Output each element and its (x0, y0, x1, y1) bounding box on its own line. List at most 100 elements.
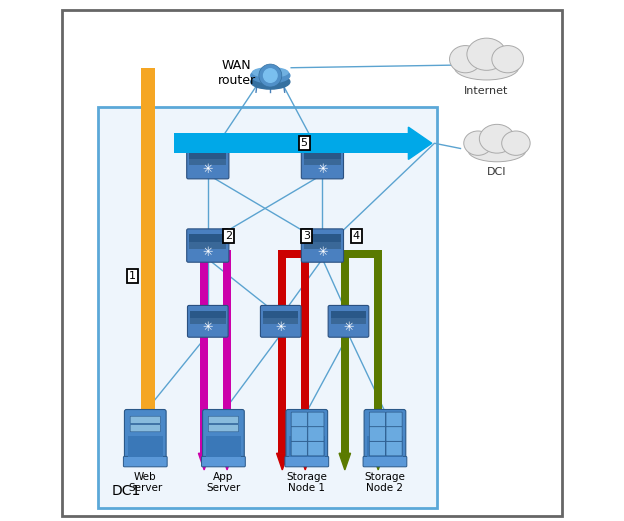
FancyBboxPatch shape (369, 427, 386, 441)
Text: 1: 1 (129, 271, 136, 281)
FancyBboxPatch shape (304, 159, 341, 166)
Text: ✳: ✳ (317, 163, 328, 176)
FancyBboxPatch shape (386, 412, 402, 427)
Bar (200, 250, 208, 453)
Text: DC1: DC1 (112, 483, 141, 498)
Text: Storage
Node 2: Storage Node 2 (364, 472, 406, 493)
FancyBboxPatch shape (304, 151, 341, 159)
FancyBboxPatch shape (369, 441, 386, 456)
FancyBboxPatch shape (263, 318, 298, 325)
FancyBboxPatch shape (187, 145, 229, 179)
Ellipse shape (251, 68, 290, 83)
Bar (140, 68, 155, 425)
Circle shape (263, 69, 277, 82)
Bar (301, 250, 310, 453)
Ellipse shape (502, 131, 530, 155)
Bar (99, 107, 437, 508)
Bar (174, 133, 411, 153)
Text: 3: 3 (303, 231, 310, 241)
FancyBboxPatch shape (189, 159, 227, 166)
FancyBboxPatch shape (308, 412, 324, 427)
FancyBboxPatch shape (364, 410, 406, 461)
FancyBboxPatch shape (203, 410, 244, 461)
Bar (223, 250, 232, 453)
FancyBboxPatch shape (304, 234, 341, 242)
Ellipse shape (468, 140, 526, 162)
Bar (374, 250, 383, 453)
Bar (278, 250, 286, 453)
Ellipse shape (454, 55, 519, 80)
Polygon shape (198, 453, 210, 470)
FancyBboxPatch shape (368, 437, 402, 457)
Text: ✳: ✳ (203, 246, 213, 259)
FancyBboxPatch shape (208, 416, 238, 424)
Text: ✳: ✳ (343, 321, 354, 334)
FancyBboxPatch shape (301, 145, 344, 179)
FancyBboxPatch shape (301, 229, 344, 262)
FancyBboxPatch shape (328, 305, 369, 337)
FancyBboxPatch shape (124, 410, 166, 461)
FancyBboxPatch shape (190, 311, 225, 318)
Text: 5: 5 (301, 138, 308, 148)
FancyBboxPatch shape (130, 416, 160, 424)
Text: ✳: ✳ (317, 246, 328, 259)
FancyBboxPatch shape (130, 425, 160, 432)
Text: 2: 2 (225, 231, 232, 241)
FancyBboxPatch shape (308, 441, 324, 456)
FancyBboxPatch shape (189, 234, 227, 242)
Text: Storage
Node 1: Storage Node 1 (286, 472, 327, 493)
FancyBboxPatch shape (124, 456, 167, 467)
Text: ✳: ✳ (203, 163, 213, 176)
Polygon shape (373, 453, 384, 470)
Polygon shape (408, 127, 432, 159)
FancyBboxPatch shape (331, 318, 366, 325)
FancyBboxPatch shape (291, 412, 307, 427)
FancyBboxPatch shape (263, 311, 298, 318)
FancyBboxPatch shape (369, 412, 386, 427)
FancyBboxPatch shape (260, 305, 301, 337)
Text: Internet: Internet (464, 86, 509, 96)
FancyBboxPatch shape (189, 151, 227, 159)
Polygon shape (222, 453, 233, 470)
Ellipse shape (251, 75, 290, 89)
FancyBboxPatch shape (127, 437, 163, 457)
Ellipse shape (479, 125, 515, 153)
Ellipse shape (492, 45, 524, 73)
Polygon shape (339, 453, 351, 470)
FancyBboxPatch shape (187, 229, 229, 262)
Bar (278, 250, 310, 258)
Bar (200, 250, 232, 258)
Bar (341, 250, 383, 258)
FancyBboxPatch shape (363, 456, 407, 467)
Polygon shape (300, 453, 311, 470)
Text: ✳: ✳ (203, 321, 213, 334)
FancyBboxPatch shape (202, 456, 245, 467)
FancyBboxPatch shape (289, 437, 324, 457)
FancyBboxPatch shape (189, 242, 227, 249)
FancyBboxPatch shape (208, 425, 238, 432)
FancyBboxPatch shape (206, 437, 241, 457)
Ellipse shape (253, 68, 288, 77)
Ellipse shape (467, 38, 506, 70)
Text: ✳: ✳ (275, 321, 286, 334)
FancyBboxPatch shape (285, 456, 329, 467)
FancyBboxPatch shape (386, 427, 402, 441)
Bar (341, 250, 349, 453)
FancyBboxPatch shape (291, 427, 307, 441)
FancyBboxPatch shape (286, 410, 328, 461)
FancyBboxPatch shape (308, 427, 324, 441)
FancyBboxPatch shape (291, 441, 307, 456)
Text: WAN
router: WAN router (217, 59, 255, 87)
Text: Web
Server: Web Server (128, 472, 162, 493)
Ellipse shape (449, 45, 481, 73)
Text: App
Server: App Server (207, 472, 241, 493)
FancyBboxPatch shape (386, 441, 402, 456)
FancyBboxPatch shape (304, 242, 341, 249)
Text: DCI: DCI (487, 167, 507, 177)
Polygon shape (139, 425, 157, 444)
Text: 4: 4 (353, 231, 360, 241)
Ellipse shape (464, 131, 492, 155)
Circle shape (259, 64, 282, 87)
FancyBboxPatch shape (331, 311, 366, 318)
FancyBboxPatch shape (187, 305, 228, 337)
